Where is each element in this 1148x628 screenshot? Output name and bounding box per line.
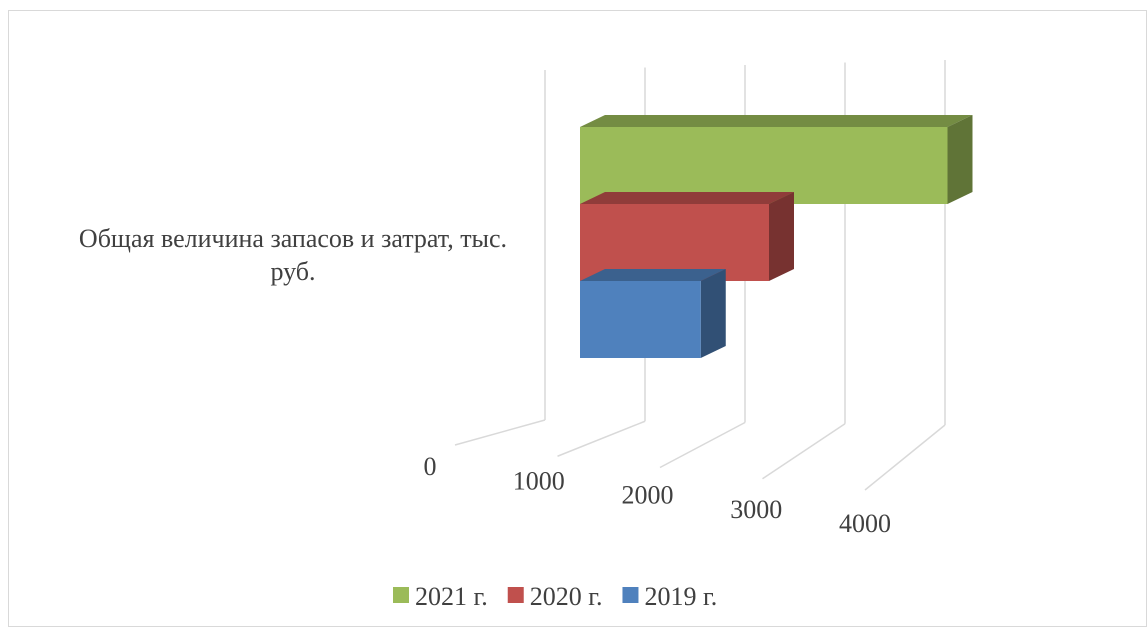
bar-side [700, 269, 726, 358]
floor-line [557, 420, 646, 457]
legend-label: 2019 г. [644, 582, 717, 611]
legend-swatch [393, 587, 409, 603]
floor-line [454, 419, 546, 446]
frame [8, 10, 1147, 627]
bar [580, 204, 769, 281]
bar-top [580, 192, 794, 204]
x-tick-label: 4000 [839, 509, 891, 538]
category-label: Общая величина запасов и затрат, тыс. ру… [78, 224, 508, 286]
x-tick-label: 1000 [513, 466, 565, 495]
x-tick-label: 2000 [622, 481, 674, 510]
bar-side [769, 192, 794, 281]
bar [580, 281, 701, 358]
x-tick-label: 3000 [730, 495, 782, 524]
bar-top [580, 269, 726, 281]
legend-label: 2021 г. [415, 582, 488, 611]
floor-line [659, 421, 746, 469]
legend-swatch [622, 587, 639, 603]
legend-swatch [507, 587, 524, 603]
x-tick-label: 0 [424, 452, 437, 481]
bar-top [580, 115, 973, 127]
floor-line [864, 424, 946, 491]
bar-side [947, 115, 973, 204]
bar [580, 127, 948, 204]
floor-line [762, 423, 846, 480]
legend-label: 2020 г. [530, 582, 603, 611]
